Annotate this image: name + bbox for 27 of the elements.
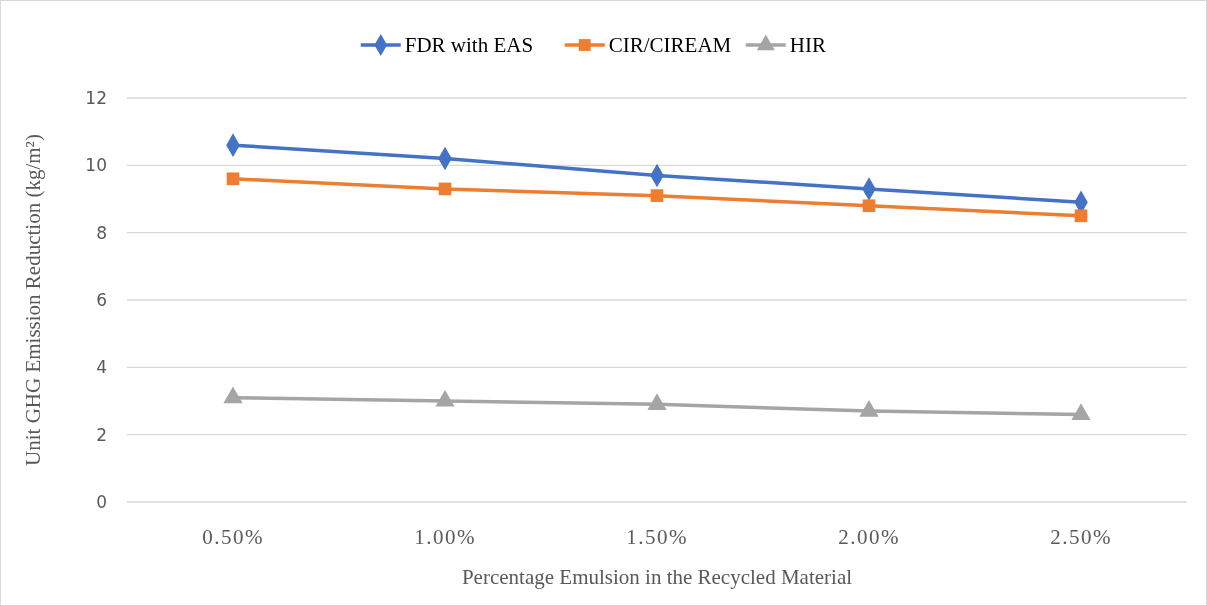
point bbox=[862, 199, 876, 213]
x-tick-label: 2.00% bbox=[838, 525, 900, 549]
x-tick-label: 1.50% bbox=[626, 525, 688, 549]
point bbox=[223, 386, 243, 404]
legend-label: FDR with EAS bbox=[404, 33, 534, 58]
y-tick-label: 2 bbox=[96, 424, 107, 445]
y-tick-label: 12 bbox=[85, 87, 107, 108]
point bbox=[438, 182, 452, 196]
point bbox=[226, 172, 240, 186]
y-tick-label: 10 bbox=[85, 155, 107, 176]
y-tick-label: 6 bbox=[96, 289, 107, 310]
y-tick-label: 0 bbox=[96, 491, 107, 512]
x-tick-label: 2.50% bbox=[1050, 525, 1112, 549]
legend-label: CIR/CIREAM bbox=[608, 33, 732, 58]
point bbox=[647, 393, 667, 410]
point bbox=[435, 389, 455, 407]
x-axis-title: Percentage Emulsion in the Recycled Material bbox=[461, 565, 853, 589]
point bbox=[1074, 209, 1088, 223]
point bbox=[859, 400, 879, 417]
y-tick-label: 8 bbox=[96, 222, 107, 243]
y-axis-title: Unit GHG Emission Reduction (kg/m²) bbox=[21, 134, 45, 466]
y-tick-label: 4 bbox=[96, 357, 107, 378]
x-tick-label: 0.50% bbox=[202, 525, 264, 549]
point bbox=[1071, 403, 1091, 421]
legend-label: HIR bbox=[789, 33, 826, 58]
point bbox=[650, 189, 664, 202]
x-tick-label: 1.00% bbox=[414, 525, 476, 549]
